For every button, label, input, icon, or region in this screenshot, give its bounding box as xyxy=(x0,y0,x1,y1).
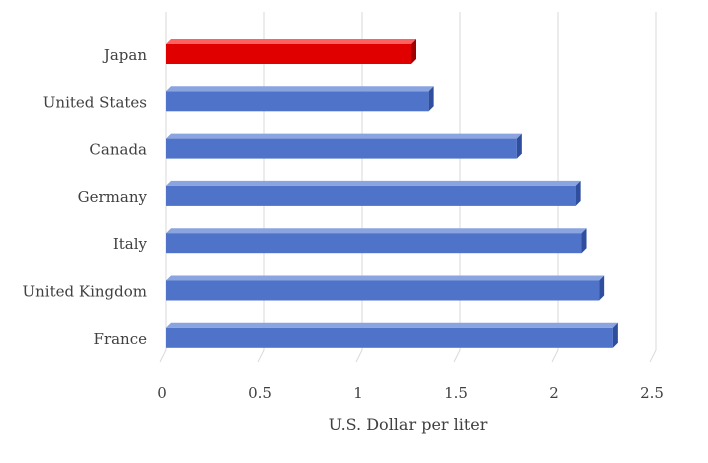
category-labels: Japan United States Canada Germany Italy Unit… xyxy=(23,46,148,348)
grid-line xyxy=(649,12,657,363)
bar xyxy=(166,39,416,64)
bar-side-face xyxy=(599,275,605,301)
bar-top-face xyxy=(166,228,587,234)
bar-front-face xyxy=(166,91,429,112)
bar xyxy=(166,86,434,112)
bar-side-face xyxy=(581,228,587,254)
bar-side-face xyxy=(516,133,522,159)
bar-front-face xyxy=(166,280,600,301)
bar-side-face xyxy=(428,86,434,112)
grid-line xyxy=(355,12,363,363)
grid-line xyxy=(453,12,461,363)
bar-top-face xyxy=(166,180,581,186)
bars xyxy=(166,39,618,348)
bar-top-face xyxy=(166,86,434,92)
bar-front-face xyxy=(166,327,613,348)
category-label: France xyxy=(94,330,148,348)
x-tick-label: 2 xyxy=(549,384,559,402)
bar-top-face xyxy=(166,322,618,328)
x-tick-labels: 0 0.5 1 1.5 2 2.5 xyxy=(157,384,664,402)
category-label: Germany xyxy=(78,188,148,206)
bar-side-face xyxy=(411,39,416,64)
x-tick-label: 0.5 xyxy=(248,384,272,402)
x-tick-label: 1 xyxy=(353,384,363,402)
bar-top-face xyxy=(166,39,416,44)
grid-lines xyxy=(159,12,657,363)
bar-top-face xyxy=(166,275,605,281)
category-label: United Kingdom xyxy=(23,283,148,301)
bar-side-face xyxy=(612,322,618,348)
x-axis-title: U.S. Dollar per liter xyxy=(329,415,488,434)
category-label: Italy xyxy=(113,235,148,253)
x-tick-label: 1.5 xyxy=(444,384,468,402)
bar-front-face xyxy=(166,44,411,64)
bar xyxy=(166,180,581,206)
category-label: Japan xyxy=(102,46,148,64)
bar-front-face xyxy=(166,185,576,206)
bar xyxy=(166,275,605,301)
grid-line xyxy=(257,12,265,363)
bar-side-face xyxy=(575,180,581,206)
grid-line xyxy=(551,12,559,363)
x-tick-label: 2.5 xyxy=(640,384,664,402)
bar-front-face xyxy=(166,233,582,254)
bar-front-face xyxy=(166,138,517,159)
bar-top-face xyxy=(166,133,522,139)
category-label: Canada xyxy=(89,141,147,159)
x-tick-label: 0 xyxy=(157,384,167,402)
bar xyxy=(166,322,618,348)
category-label: United States xyxy=(43,93,147,111)
bar xyxy=(166,133,522,159)
bar xyxy=(166,228,587,254)
grid-line xyxy=(159,12,167,363)
